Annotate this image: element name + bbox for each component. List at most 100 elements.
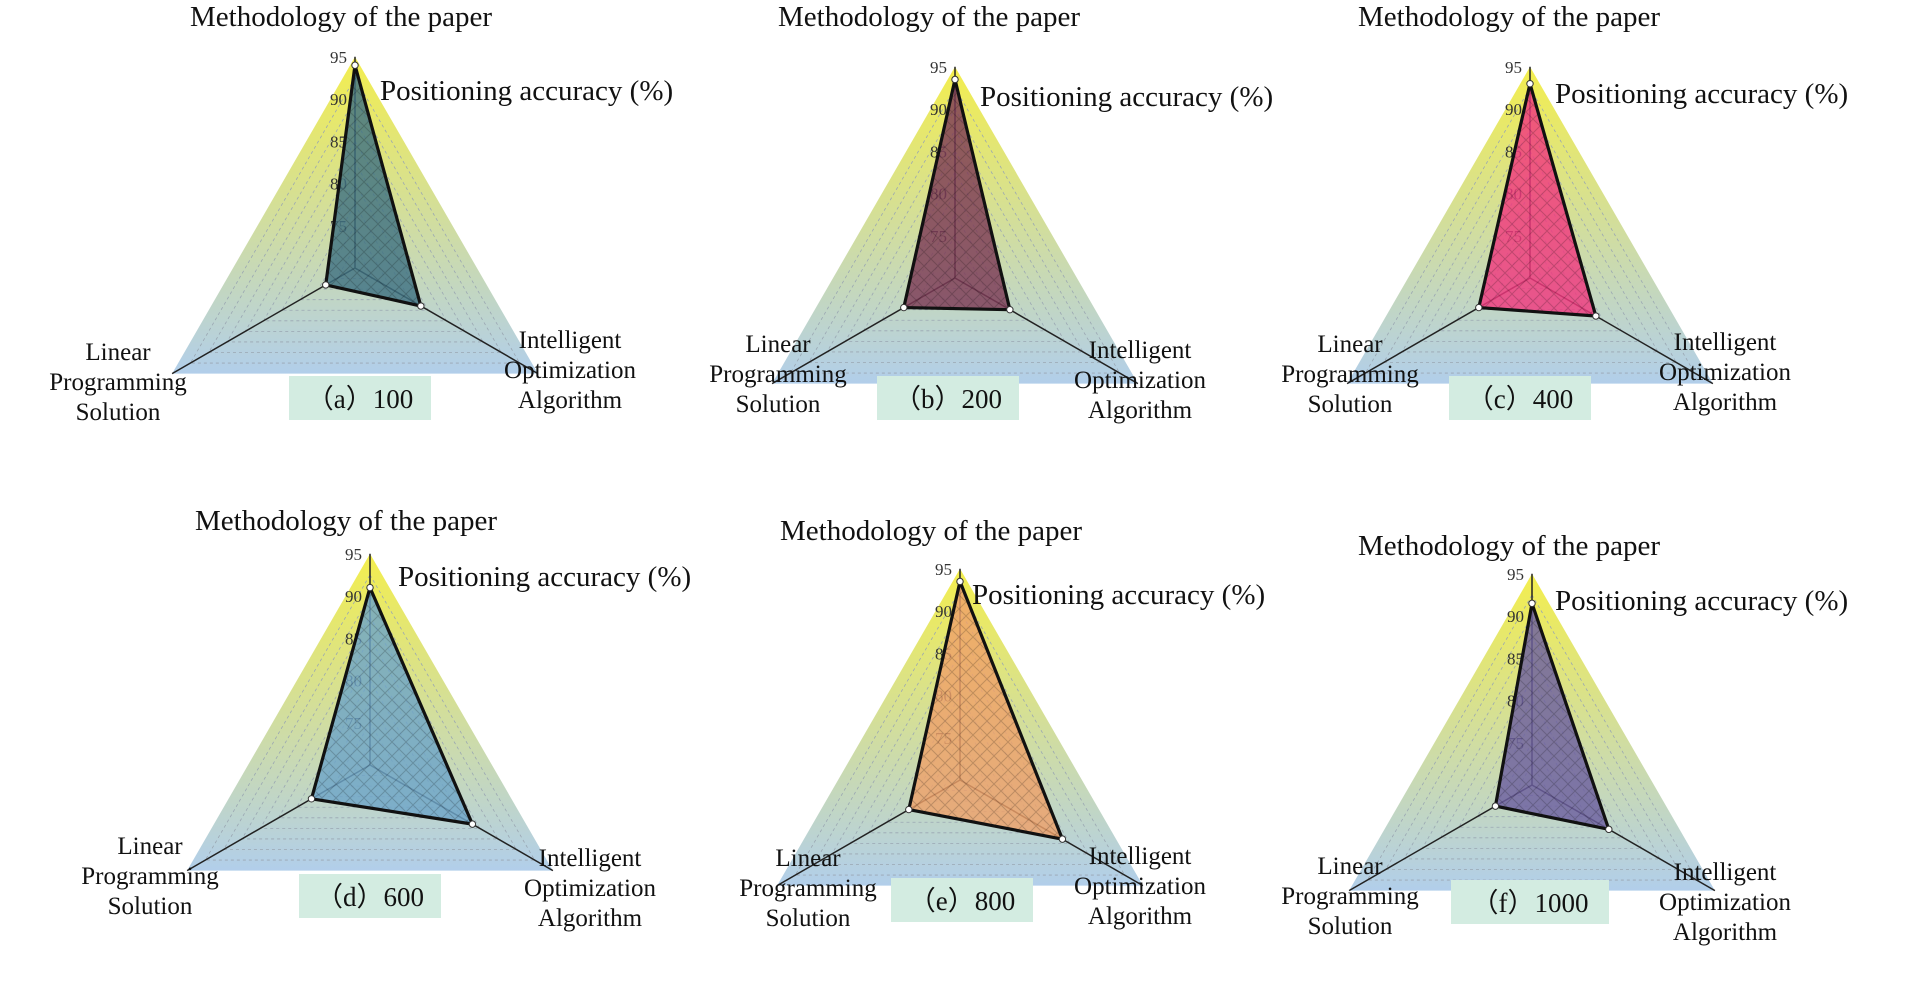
axis-label-intelligent-optimization: Algorithm	[1088, 903, 1193, 930]
axis-label-methodology: Methodology of the paper	[780, 515, 1082, 547]
axis-label-intelligent-optimization: Optimization	[1074, 367, 1206, 394]
axis-label-intelligent-optimization: Intelligent	[1674, 859, 1777, 886]
caption-box	[877, 376, 1019, 420]
radar-tick-label: 90	[1507, 607, 1524, 626]
radar-grid-ring	[794, 589, 1126, 876]
axis-label-linear-programming: Programming	[1281, 883, 1419, 910]
radar-data-point	[417, 302, 425, 310]
radar-data-hatch	[1495, 603, 1609, 830]
radar-data-outline	[309, 585, 475, 826]
radar-tick-label: 90	[935, 602, 952, 621]
axis-label-intelligent-optimization: Optimization	[524, 875, 656, 902]
radar-data-point	[1592, 312, 1600, 320]
axis-label-linear-programming: Solution	[108, 893, 193, 920]
radar-grid-ring	[862, 171, 1048, 332]
axis-label-linear-programming: Linear	[117, 833, 183, 860]
axis-label-intelligent-optimization: Intelligent	[1674, 329, 1777, 356]
axis-label-intelligent-optimization: Algorithm	[538, 905, 643, 932]
radar-tick-label: 95	[1507, 565, 1524, 584]
axis-label-linear-programming: Linear	[1317, 853, 1383, 880]
axis-title-accuracy: Positioning accuracy (%)	[1555, 78, 1848, 110]
radar-panel: 7580859095Methodology of the paperPositi…	[739, 515, 1265, 932]
radar-data-point	[366, 583, 374, 592]
axis-title-accuracy: Positioning accuracy (%)	[980, 81, 1273, 113]
caption-label: （f）1000	[1472, 888, 1589, 918]
radar-tick-label: 95	[330, 48, 347, 67]
radar-tick-label: 95	[1505, 58, 1522, 77]
radar-data-point	[956, 577, 964, 586]
radar-grid-ring	[244, 140, 466, 332]
radar-data-point	[468, 820, 477, 828]
axis-label-linear-programming: Solution	[76, 399, 161, 426]
caption-label: （e）800	[909, 886, 1015, 916]
radar-panel: 7580859095Methodology of the paperPositi…	[81, 505, 691, 932]
axis-label-linear-programming: Linear	[775, 845, 841, 872]
axis-label-intelligent-optimization: Algorithm	[1673, 919, 1778, 946]
radar-data-point	[1491, 802, 1500, 810]
radar-grid-ring	[789, 87, 1121, 374]
axis-label-linear-programming: Programming	[709, 361, 847, 388]
radar-data-point	[1475, 303, 1483, 312]
radar-data-point	[1526, 79, 1534, 88]
radar-grid-ring	[1384, 615, 1680, 870]
radar-data-hatch	[325, 65, 421, 307]
axis-label-intelligent-optimization: Algorithm	[518, 387, 623, 414]
axis-label-intelligent-optimization: Optimization	[1659, 359, 1791, 386]
axis-label-linear-programming: Linear	[745, 331, 811, 358]
caption-box	[891, 878, 1033, 922]
radar-grid-ring	[826, 129, 1084, 353]
axis-label-methodology: Methodology of the paper	[778, 1, 1080, 33]
axis-label-intelligent-optimization: Optimization	[1659, 889, 1791, 916]
radar-grid-ring	[844, 150, 1066, 342]
caption-label: （d）600	[316, 882, 424, 912]
caption-box	[1449, 376, 1591, 420]
radar-tick-label: 95	[935, 560, 952, 579]
radar-grid-ring	[1364, 87, 1696, 374]
axis-label-linear-programming: Programming	[49, 369, 187, 396]
axis-label-linear-programming: Linear	[85, 339, 151, 366]
radar-data-point	[322, 281, 330, 289]
axis-label-intelligent-optimization: Intelligent	[1089, 337, 1192, 364]
axis-label-intelligent-optimization: Intelligent	[1089, 843, 1192, 870]
axis-label-linear-programming: Solution	[1308, 913, 1393, 940]
radar-tick-label: 90	[345, 587, 362, 606]
radar-data-point	[1006, 305, 1014, 314]
axis-label-linear-programming: Solution	[1308, 391, 1393, 418]
radar-panel: 7580859095Methodology of the paperPositi…	[709, 1, 1273, 424]
radar-grid-ring	[1421, 657, 1643, 849]
radar-tick-label: 95	[345, 545, 362, 564]
radar-data-outline	[907, 579, 1065, 841]
axis-label-linear-programming: Solution	[736, 391, 821, 418]
radar-data-outline	[1477, 82, 1598, 318]
radar-data-point	[307, 795, 316, 803]
radar-data-outline	[324, 63, 423, 308]
radar-grid-ring	[1382, 108, 1678, 363]
axis-label-intelligent-optimization: Optimization	[504, 357, 636, 384]
caption-label: （c）400	[1467, 384, 1573, 414]
radar-tick-label: 95	[930, 58, 947, 77]
radar-data-outline	[1493, 601, 1611, 831]
axis-title-accuracy: Positioning accuracy (%)	[398, 561, 691, 593]
axis-label-methodology: Methodology of the paper	[190, 1, 492, 33]
radar-panel: 7580859095Methodology of the paperPositi…	[49, 1, 673, 426]
radar-data-hatch	[903, 79, 1010, 310]
axis-label-intelligent-optimization: Algorithm	[1673, 389, 1778, 416]
caption-box	[1451, 880, 1609, 924]
radar-tick-label: 90	[330, 90, 347, 109]
radar-grid-ring	[222, 595, 518, 850]
axis-label-methodology: Methodology of the paper	[195, 505, 497, 537]
radar-panel: 7580859095Methodology of the paperPositi…	[1281, 530, 1848, 946]
radar-grid-ring	[1401, 129, 1659, 353]
axis-label-linear-programming: Solution	[766, 905, 851, 932]
radar-data-point	[1058, 835, 1067, 843]
radar-panel: 7580859095Methodology of the paperPositi…	[1281, 1, 1848, 420]
radar-grid-ring	[226, 119, 484, 343]
axis-label-linear-programming: Programming	[81, 863, 219, 890]
radar-grid-ring	[812, 610, 1108, 865]
axis-label-methodology: Methodology of the paper	[1358, 1, 1660, 33]
radar-data-hatch	[908, 581, 1063, 840]
radar-data-hatch	[311, 587, 473, 825]
axis-label-methodology: Methodology of the paper	[1358, 530, 1660, 562]
radar-data-point	[905, 805, 913, 814]
caption-label: （a）100	[307, 384, 413, 414]
